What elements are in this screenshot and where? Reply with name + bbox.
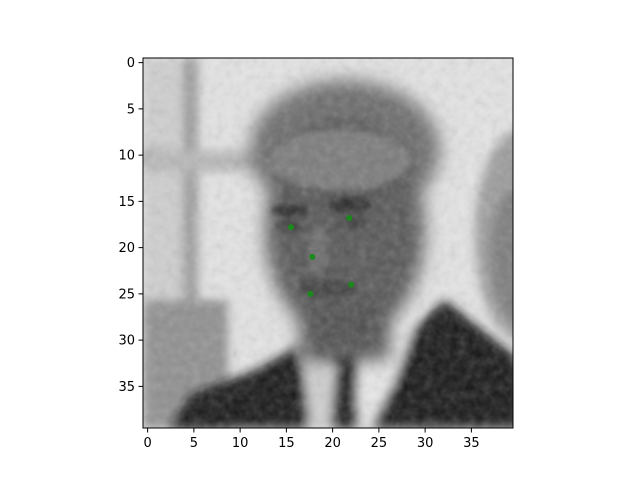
x-tick-label: 20 (324, 436, 341, 451)
x-tick-label: 0 (143, 436, 151, 451)
landmark-points (288, 215, 355, 297)
x-tick-label: 10 (232, 436, 249, 451)
y-tick-label: 25 (118, 287, 135, 302)
x-tick-label: 30 (417, 436, 434, 451)
landmark-point (288, 224, 294, 231)
y-tick-label: 5 (127, 102, 135, 117)
x-tick-label: 35 (463, 436, 480, 451)
grayscale-portrait-image (143, 58, 513, 428)
x-tick-label: 15 (278, 436, 295, 451)
y-tick-label: 35 (118, 380, 135, 395)
landmark-point (307, 290, 314, 297)
y-tick-label: 15 (118, 195, 135, 210)
axes-frame (142, 57, 514, 429)
x-tick-label: 5 (190, 436, 198, 451)
landmark-point (309, 253, 316, 260)
y-axis-ticks: 0 5 10 15 20 25 30 35 (118, 56, 143, 395)
landmark-point (346, 215, 353, 222)
y-tick-label: 0 (127, 56, 135, 71)
x-tick-label: 25 (371, 436, 388, 451)
y-tick-label: 30 (118, 334, 135, 349)
landmark-point (348, 281, 355, 288)
y-tick-label: 10 (118, 149, 135, 164)
y-tick-label: 20 (118, 241, 135, 256)
x-axis-ticks: 0 5 10 15 20 25 30 35 (143, 428, 480, 451)
